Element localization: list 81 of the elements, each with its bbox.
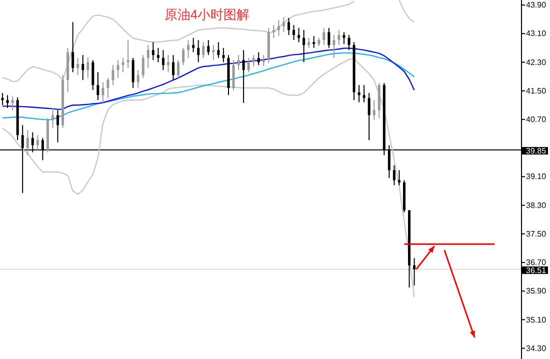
candlestick (413, 258, 416, 286)
candlestick (1, 92, 4, 106)
candlestick (312, 36, 316, 48)
candlestick (86, 56, 90, 78)
candlestick (96, 72, 100, 101)
candlestick (247, 57, 250, 73)
candlestick (257, 52, 260, 66)
candlestick (277, 20, 280, 37)
ref-line-label: 39.85 (526, 146, 547, 156)
candlestick (146, 44, 150, 68)
candlestick (242, 50, 245, 104)
candlestick (102, 82, 104, 104)
candlestick (328, 27, 330, 48)
candlestick (308, 37, 310, 48)
candlestick (72, 22, 74, 73)
candlestick (156, 47, 160, 63)
candlestick (342, 32, 346, 44)
y-tick-label: 34.30 (526, 344, 547, 353)
text: 原油4小时图解 (164, 7, 250, 22)
candlestick (207, 40, 210, 56)
candlestick (56, 110, 60, 143)
candlestick (136, 70, 140, 88)
candlestick (322, 27, 326, 46)
candlestick (302, 30, 306, 63)
y-tick-label: 41.50 (526, 86, 547, 96)
candlestick (262, 54, 265, 67)
candlestick (292, 24, 296, 41)
y-tick-label: 37.50 (526, 229, 547, 238)
candlestick (92, 60, 94, 91)
y-tick-label: 38.30 (526, 200, 547, 210)
candlestick (362, 84, 366, 103)
candlestick (132, 57, 134, 88)
candlestick (116, 60, 120, 78)
candlestick (6, 94, 9, 108)
candlestick (192, 37, 195, 53)
candlestick (237, 54, 240, 71)
candlestick (372, 100, 376, 121)
candlestick (217, 42, 220, 58)
y-tick-label: 43.90 (526, 0, 547, 10)
candlestick (166, 54, 170, 73)
candlestick (298, 27, 300, 43)
candlestick (272, 24, 275, 38)
candlestick (202, 42, 205, 58)
y-tick-label: 35.10 (526, 315, 547, 324)
y-tick-label: 42.30 (526, 58, 547, 67)
candlestick (282, 16, 285, 33)
candlestick (36, 134, 39, 151)
candlestick (338, 30, 340, 46)
candlestick (392, 164, 396, 186)
candlestick (187, 40, 190, 58)
candlestick (398, 170, 400, 186)
candlestick (82, 54, 84, 81)
y-tick-label: 35.90 (526, 286, 547, 296)
candlestick (26, 130, 29, 156)
candlestick (177, 60, 180, 78)
candlestick (51, 107, 54, 129)
candlestick (222, 47, 225, 63)
y-tick-label: 39.10 (526, 172, 547, 182)
candlestick (112, 64, 114, 86)
candlestick (232, 60, 235, 91)
y-tick-label: 40.70 (526, 115, 547, 124)
candlestick (197, 40, 200, 63)
candlestick (162, 50, 164, 71)
candlestick (152, 42, 154, 61)
ref-line-label: 36.51 (526, 266, 547, 275)
candlestick (182, 47, 185, 66)
candlestick (172, 54, 175, 81)
candlestick (11, 96, 14, 111)
candlestick (348, 34, 350, 51)
candlestick (212, 44, 215, 61)
candlestick (76, 57, 80, 76)
candlestick (252, 54, 255, 67)
y-tick-label: 36.70 (526, 258, 547, 268)
candlestick (368, 92, 370, 141)
candlestick (332, 34, 336, 58)
candlestick (122, 57, 124, 73)
candlestick (106, 77, 110, 98)
candlestick (126, 40, 130, 68)
y-tick-label: 43.10 (526, 29, 547, 38)
candlestick (142, 54, 144, 78)
candlestick (287, 17, 290, 36)
